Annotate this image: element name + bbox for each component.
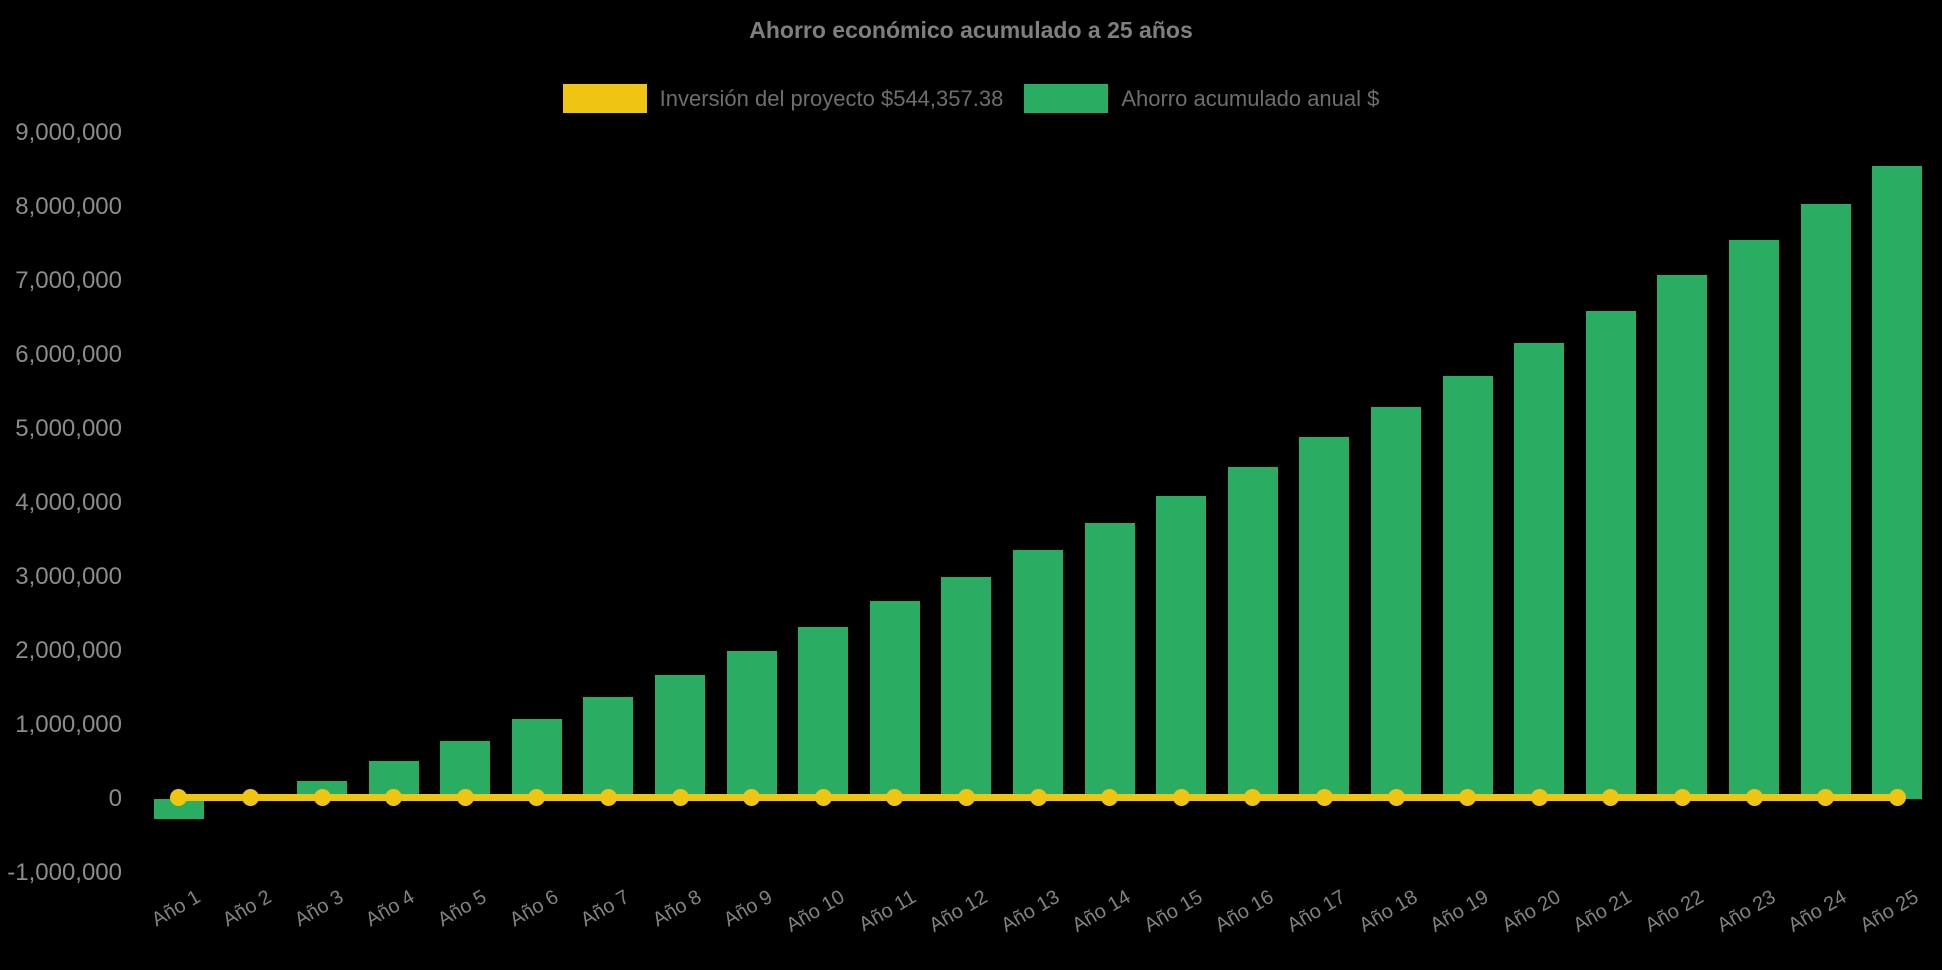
investment-line-marker	[957, 789, 975, 807]
investment-line-marker	[313, 789, 331, 807]
bar-año-21	[1585, 310, 1636, 799]
investment-line-marker	[1530, 789, 1548, 807]
x-tick-label-año-20: Año 20	[1498, 886, 1565, 937]
y-tick-label: 8,000,000	[15, 193, 122, 220]
investment-line-marker	[886, 789, 904, 807]
investment-line-marker	[385, 789, 403, 807]
investment-line-marker	[743, 789, 761, 807]
bar-año-1	[153, 799, 204, 819]
bar-año-18	[1371, 407, 1421, 799]
y-tick-label: 0	[108, 785, 122, 812]
x-tick-label-año-15: Año 15	[1140, 886, 1207, 937]
investment-line-marker	[671, 789, 689, 807]
bar-año-10	[798, 626, 849, 799]
y-tick-label: 7,000,000	[15, 267, 122, 294]
legend-item-investment[interactable]: Inversión del proyecto $544,357.38	[562, 84, 1004, 113]
bar-año-19	[1442, 376, 1493, 799]
x-tick-label-año-14: Año 14	[1068, 886, 1135, 937]
bar-año-15	[1156, 495, 1207, 799]
investment-line-marker	[1817, 789, 1835, 807]
x-tick-label-año-25: Año 25	[1856, 886, 1923, 937]
x-tick-label-año-12: Año 12	[925, 886, 992, 937]
bar-año-6	[511, 719, 562, 799]
bar-año-20	[1514, 343, 1565, 799]
legend-item-savings[interactable]: Ahorro acumulado anual $	[1024, 84, 1379, 113]
investment-line-marker	[241, 789, 259, 807]
x-tick-label-año-24: Año 24	[1784, 886, 1851, 937]
bar-año-14	[1084, 522, 1135, 799]
x-tick-label-año-4: Año 4	[362, 886, 419, 932]
investment-line-marker	[1387, 789, 1405, 807]
y-tick-label: 3,000,000	[15, 563, 122, 590]
bar-año-8	[655, 674, 705, 799]
investment-line-marker	[1244, 789, 1262, 807]
investment-line-marker	[1459, 789, 1477, 807]
x-tick-label-año-10: Año 10	[782, 886, 849, 937]
legend-label-investment: Inversión del proyecto $544,357.38	[659, 85, 1004, 111]
investment-line-marker	[1602, 789, 1620, 807]
investment-line-marker	[456, 789, 474, 807]
investment-line-marker	[1029, 789, 1047, 807]
bar-año-22	[1657, 274, 1708, 799]
chart-legend: Inversión del proyecto $544,357.38 Ahorr…	[0, 84, 1942, 113]
investment-line-marker	[1172, 789, 1190, 807]
y-tick-label: -1,000,000	[7, 859, 122, 886]
x-tick-label-año-13: Año 13	[997, 886, 1063, 937]
y-tick-label: 1,000,000	[15, 711, 122, 738]
x-tick-label-año-23: Año 23	[1713, 886, 1779, 937]
investment-line-marker	[1673, 789, 1691, 807]
bar-año-11	[869, 601, 920, 799]
bar-año-12	[941, 576, 992, 799]
investment-line-marker	[528, 789, 546, 807]
bar-año-13	[1013, 549, 1063, 799]
y-tick-label: 4,000,000	[15, 489, 122, 516]
y-tick-label: 5,000,000	[15, 415, 122, 442]
y-tick-label: 2,000,000	[15, 637, 122, 664]
investment-line-marker	[1101, 789, 1119, 807]
bar-año-17	[1299, 437, 1350, 799]
y-tick-label: 6,000,000	[15, 341, 122, 368]
bar-año-24	[1800, 204, 1851, 799]
y-tick-label: 9,000,000	[15, 119, 122, 146]
bar-año-9	[726, 651, 777, 799]
bar-año-23	[1729, 240, 1779, 799]
investment-line-marker	[599, 789, 617, 807]
x-tick-label-año-3: Año 3	[290, 886, 347, 932]
investment-line-marker	[1315, 789, 1333, 807]
x-tick-label-año-9: Año 9	[720, 886, 777, 932]
x-tick-label-año-18: Año 18	[1355, 886, 1421, 937]
investment-line-marker	[814, 789, 832, 807]
bar-año-7	[583, 696, 634, 799]
bar-año-16	[1227, 466, 1278, 799]
x-tick-label-año-5: Año 5	[433, 886, 491, 932]
investment-line-marker	[170, 789, 188, 807]
x-tick-label-año-7: Año 7	[577, 886, 634, 932]
investment-color-swatch-icon	[562, 84, 647, 113]
bar-año-25	[1872, 165, 1923, 799]
x-tick-label-año-2: Año 2	[219, 886, 276, 932]
x-tick-label-año-8: Año 8	[648, 886, 705, 932]
investment-line-marker	[1888, 789, 1906, 807]
x-tick-label-año-17: Año 17	[1283, 886, 1350, 937]
x-tick-label-año-21: Año 21	[1569, 886, 1636, 937]
x-tick-label-año-11: Año 11	[855, 886, 920, 937]
legend-label-savings: Ahorro acumulado anual $	[1121, 85, 1380, 111]
x-tick-label-año-19: Año 19	[1426, 886, 1493, 937]
x-tick-label-año-16: Año 16	[1211, 886, 1278, 937]
chart-title: Ahorro económico acumulado a 25 años	[749, 17, 1193, 43]
x-tick-label-año-1: Año 1	[147, 886, 204, 932]
x-tick-label-año-22: Año 22	[1641, 886, 1708, 937]
investment-line-marker	[1745, 789, 1763, 807]
savings-color-swatch-icon	[1024, 84, 1109, 113]
x-tick-label-año-6: Año 6	[505, 886, 562, 932]
